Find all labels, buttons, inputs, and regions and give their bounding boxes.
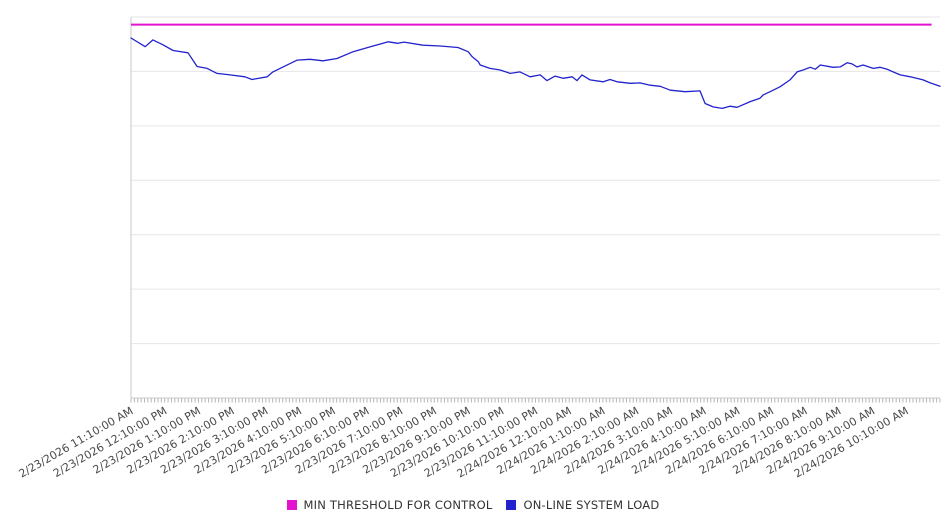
legend: MIN THRESHOLD FOR CONTROL ON-LINE SYSTEM… (0, 494, 946, 516)
system-load-line-series (130, 37, 941, 110)
threshold-swatch-icon (286, 500, 297, 510)
x-axis-minor-ticks (130, 398, 941, 403)
system-load-swatch-icon (506, 500, 517, 510)
legend-label-min-threshold: MIN THRESHOLD FOR CONTROL (303, 498, 493, 512)
legend-item-min-threshold[interactable]: MIN THRESHOLD FOR CONTROL (286, 498, 493, 512)
legend-item-system-load[interactable]: ON-LINE SYSTEM LOAD (506, 498, 659, 512)
legend-label-system-load: ON-LINE SYSTEM LOAD (523, 498, 660, 512)
